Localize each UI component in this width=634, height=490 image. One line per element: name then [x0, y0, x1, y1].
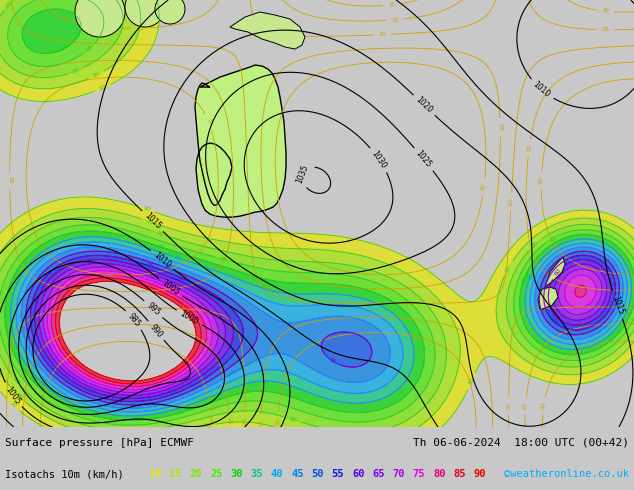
Text: 75: 75	[413, 469, 425, 479]
Text: 65: 65	[372, 469, 385, 479]
Text: Th 06-06-2024  18:00 UTC (00+42): Th 06-06-2024 18:00 UTC (00+42)	[413, 438, 629, 448]
Text: 25: 25	[498, 122, 503, 131]
Text: 990: 990	[148, 322, 164, 339]
Text: 15: 15	[203, 422, 211, 429]
Text: 10: 10	[388, 2, 396, 8]
Text: 30: 30	[156, 244, 165, 250]
Text: 20: 20	[531, 240, 540, 249]
Text: 35: 35	[250, 469, 263, 479]
Text: 35: 35	[172, 254, 181, 261]
Text: 25: 25	[210, 469, 223, 479]
Text: 20: 20	[243, 417, 248, 425]
Text: 25: 25	[219, 256, 228, 263]
Text: 20: 20	[11, 376, 20, 385]
Text: 15: 15	[145, 218, 154, 225]
Text: 30: 30	[94, 4, 103, 11]
Text: 1020: 1020	[414, 96, 434, 115]
Text: 20: 20	[190, 469, 202, 479]
Text: 25: 25	[548, 234, 557, 243]
Text: 70: 70	[392, 469, 405, 479]
Text: 90: 90	[474, 469, 486, 479]
Text: 10: 10	[275, 417, 280, 425]
Text: 50: 50	[328, 357, 337, 365]
Text: 35: 35	[526, 272, 534, 282]
Text: 85: 85	[453, 469, 466, 479]
Text: 10: 10	[539, 176, 544, 184]
Text: 20: 20	[508, 198, 514, 206]
Text: 25: 25	[84, 44, 94, 53]
Text: 40: 40	[271, 469, 283, 479]
Text: 55: 55	[332, 469, 344, 479]
Text: 20: 20	[155, 230, 164, 237]
Text: 20: 20	[506, 402, 511, 410]
Text: 20: 20	[5, 0, 14, 8]
Polygon shape	[195, 65, 286, 217]
Text: 1035: 1035	[295, 163, 311, 185]
Text: 1000: 1000	[179, 309, 200, 326]
Text: 15: 15	[169, 469, 182, 479]
Text: ©weatheronline.co.uk: ©weatheronline.co.uk	[504, 469, 629, 479]
Text: 25: 25	[226, 417, 231, 425]
Text: 995: 995	[145, 301, 162, 318]
Text: 60: 60	[352, 469, 365, 479]
Polygon shape	[545, 257, 565, 287]
Text: 45: 45	[231, 368, 240, 376]
Text: 10: 10	[149, 469, 162, 479]
Text: 50: 50	[311, 469, 324, 479]
Text: 20: 20	[71, 67, 81, 74]
Text: 20: 20	[288, 416, 297, 423]
Text: 25: 25	[523, 402, 529, 410]
Text: 50: 50	[164, 265, 172, 272]
Circle shape	[155, 0, 185, 24]
Text: 15: 15	[91, 71, 101, 79]
Text: Surface pressure [hPa] ECMWF: Surface pressure [hPa] ECMWF	[5, 438, 194, 448]
Text: 10: 10	[8, 400, 17, 409]
Text: 985: 985	[126, 312, 142, 328]
Text: 15: 15	[259, 419, 264, 427]
Text: 30: 30	[601, 8, 609, 14]
Text: 45: 45	[601, 323, 610, 332]
Text: 30: 30	[481, 183, 487, 191]
Text: 30: 30	[521, 274, 528, 284]
Text: 50: 50	[613, 298, 621, 307]
Text: 25: 25	[602, 27, 609, 32]
Text: 80: 80	[433, 469, 446, 479]
Text: 15: 15	[526, 144, 532, 152]
Text: 30: 30	[541, 401, 547, 410]
Text: 60: 60	[553, 268, 562, 276]
Polygon shape	[538, 287, 558, 309]
Text: 60: 60	[176, 277, 184, 285]
Text: 10: 10	[98, 84, 107, 92]
Text: 1005: 1005	[3, 385, 22, 406]
Text: 10: 10	[142, 206, 151, 213]
Text: 30: 30	[58, 46, 67, 53]
Text: 15: 15	[504, 264, 512, 273]
Text: Isotachs 10m (km/h): Isotachs 10m (km/h)	[5, 469, 124, 479]
Text: 40: 40	[215, 383, 224, 391]
Text: 30: 30	[207, 404, 213, 412]
Text: 1010: 1010	[531, 80, 552, 99]
Text: 1015: 1015	[143, 211, 162, 231]
Text: 1030: 1030	[370, 149, 388, 171]
Text: 10: 10	[205, 118, 212, 127]
Text: 55: 55	[145, 262, 154, 270]
Text: 25: 25	[136, 25, 144, 31]
Text: 1015: 1015	[610, 294, 625, 316]
Text: 20: 20	[378, 32, 386, 37]
Text: 1005: 1005	[160, 278, 181, 297]
Text: 1010: 1010	[152, 250, 172, 270]
Circle shape	[75, 0, 125, 37]
Text: 15: 15	[7, 176, 12, 184]
Text: 10: 10	[468, 377, 476, 386]
Polygon shape	[230, 12, 305, 49]
Text: 45: 45	[291, 469, 304, 479]
Text: 30: 30	[230, 469, 243, 479]
Text: 40: 40	[617, 309, 625, 318]
Text: 55: 55	[550, 318, 559, 326]
Text: 1025: 1025	[414, 149, 433, 170]
Text: 15: 15	[391, 17, 399, 23]
Text: 15: 15	[15, 392, 23, 401]
Circle shape	[125, 0, 165, 27]
